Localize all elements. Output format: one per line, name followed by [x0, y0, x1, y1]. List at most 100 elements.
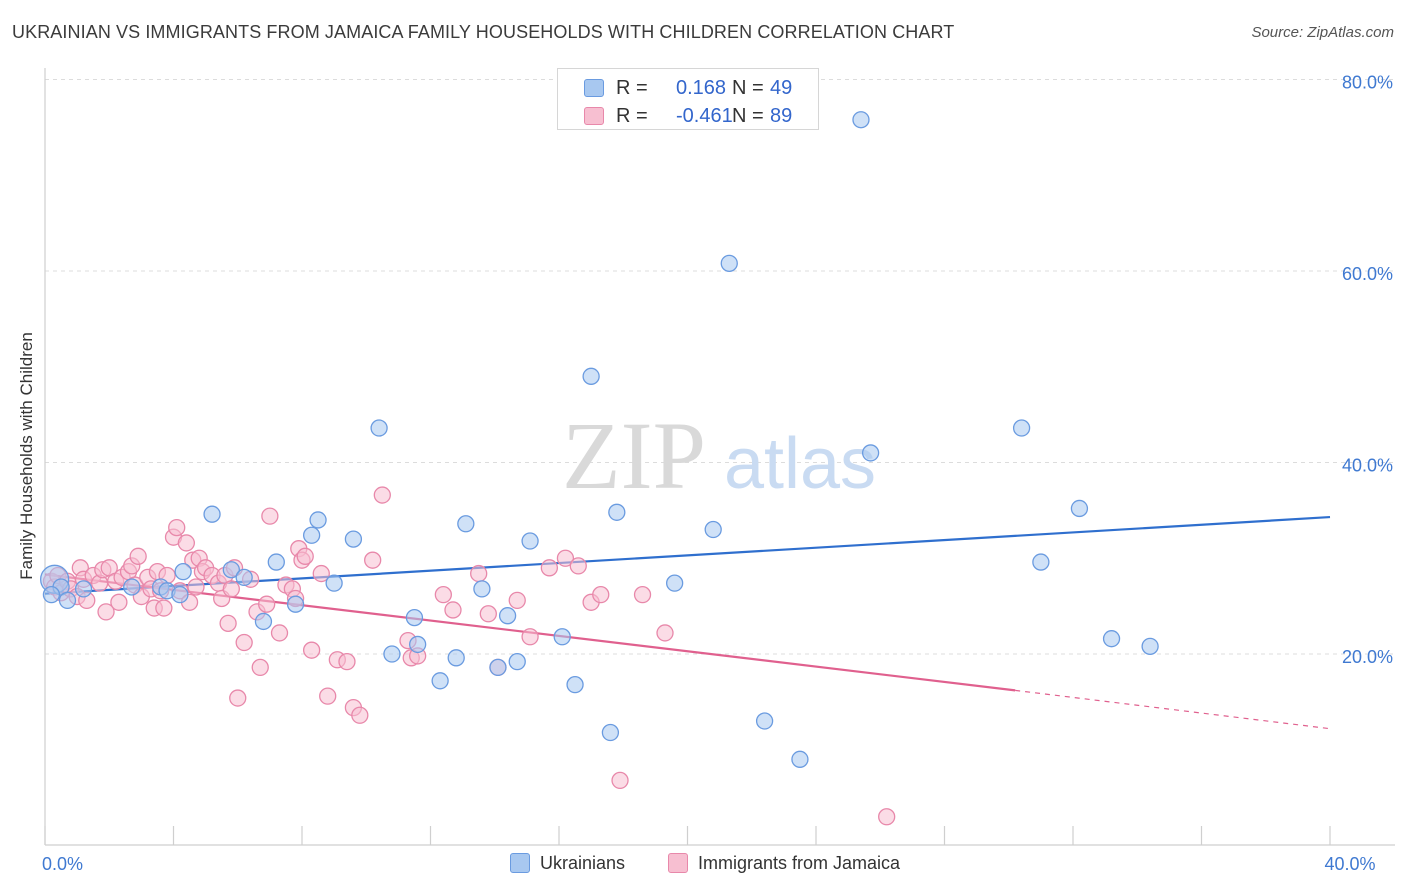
legend-n-label: N =	[732, 77, 764, 99]
point-ukrainians	[498, 607, 517, 625]
point-ukrainians	[408, 635, 427, 654]
point-jamaica	[338, 653, 356, 671]
point-ukrainians	[431, 672, 449, 690]
point-ukrainians	[521, 532, 539, 550]
point-ukrainians	[235, 568, 253, 587]
legend-swatch-jamaica	[584, 107, 604, 125]
correlation-legend: R = 0.168 N = 49 R = -0.461 N = 89	[557, 68, 819, 130]
legend-r-label: R =	[616, 77, 648, 99]
grid-lines	[45, 79, 1395, 655]
point-ukrainians	[1032, 553, 1050, 571]
point-ukrainians	[286, 595, 305, 613]
legend-swatch-ukrainians	[584, 79, 604, 97]
point-jamaica	[508, 591, 526, 610]
point-ukrainians	[1102, 630, 1121, 648]
x-tick-label: 0.0%	[42, 854, 83, 874]
y-tick-label: 40.0%	[1342, 456, 1393, 476]
point-jamaica	[633, 585, 652, 604]
bottom-legend-swatch-ukrainians	[510, 853, 530, 873]
point-jamaica	[97, 603, 115, 621]
point-ukrainians	[755, 712, 774, 730]
point-ukrainians	[267, 553, 285, 571]
point-ukrainians	[174, 563, 192, 581]
point-jamaica	[540, 559, 559, 577]
point-jamaica	[187, 578, 205, 596]
point-jamaica	[592, 585, 610, 604]
point-ukrainians	[852, 111, 870, 129]
legend-r-label: R =	[616, 105, 648, 127]
point-jamaica	[155, 599, 173, 617]
point-jamaica	[312, 564, 330, 583]
point-ukrainians	[720, 254, 738, 272]
trend-line-ukrainians	[44, 515, 1331, 595]
point-ukrainians	[457, 515, 475, 533]
axes	[44, 68, 1395, 846]
point-jamaica	[444, 601, 462, 619]
point-jamaica	[569, 557, 587, 575]
trend-line-jamaica-extension	[1015, 689, 1331, 730]
point-jamaica	[129, 547, 147, 565]
point-ukrainians	[489, 658, 507, 677]
y-axis-label: Family Households with Children	[17, 332, 36, 580]
point-jamaica	[296, 547, 314, 565]
point-ukrainians	[74, 580, 93, 598]
point-ukrainians	[704, 520, 722, 539]
point-jamaica	[878, 808, 896, 826]
tick-labels: 20.0% 40.0% 60.0% 80.0% 0.0% 40.0%	[42, 73, 1393, 875]
point-jamaica	[351, 706, 369, 724]
legend-r-value: -0.461	[676, 105, 733, 127]
point-jamaica	[235, 633, 253, 652]
point-ukrainians	[123, 578, 141, 596]
point-ukrainians	[566, 675, 584, 694]
point-jamaica	[270, 624, 289, 642]
y-tick-label: 60.0%	[1342, 264, 1393, 284]
point-jamaica	[521, 628, 539, 646]
point-jamaica	[434, 585, 453, 604]
watermark-atlas: atlas	[724, 424, 876, 504]
point-ukrainians	[58, 591, 77, 610]
legend-n-value: 89	[770, 105, 793, 127]
point-ukrainians	[309, 511, 327, 529]
point-jamaica	[302, 641, 321, 659]
point-ukrainians	[222, 561, 240, 579]
point-jamaica	[251, 658, 269, 677]
point-jamaica	[470, 564, 488, 583]
point-ukrainians	[861, 444, 880, 462]
point-ukrainians	[370, 419, 388, 437]
chart-title: UKRAINIAN VS IMMIGRANTS FROM JAMAICA FAM…	[12, 22, 955, 42]
point-ukrainians	[254, 612, 273, 631]
bottom-legend-label: Immigrants from Jamaica	[698, 853, 901, 873]
point-jamaica	[656, 624, 674, 642]
point-jamaica	[556, 549, 575, 567]
point-jamaica	[168, 518, 186, 537]
point-jamaica	[219, 614, 237, 633]
point-jamaica	[373, 486, 391, 504]
point-ukrainians	[508, 653, 526, 671]
point-ukrainians	[203, 505, 221, 523]
point-jamaica	[177, 534, 196, 552]
bottom-legend-swatch-jamaica	[668, 853, 688, 873]
x-tick-label: 40.0%	[1324, 854, 1375, 874]
y-tick-label: 20.0%	[1342, 647, 1393, 667]
point-ukrainians	[1141, 637, 1159, 655]
point-jamaica	[479, 605, 497, 623]
point-jamaica	[222, 580, 240, 598]
point-ukrainians	[582, 367, 600, 385]
point-jamaica	[110, 593, 128, 611]
point-ukrainians	[447, 649, 465, 667]
point-ukrainians	[791, 750, 809, 768]
point-jamaica	[364, 551, 382, 569]
point-ukrainians	[601, 723, 620, 742]
data-points	[39, 111, 1159, 826]
point-jamaica	[229, 689, 247, 707]
point-ukrainians	[42, 585, 61, 604]
point-jamaica	[258, 595, 276, 613]
point-ukrainians	[553, 628, 571, 646]
point-ukrainians	[383, 645, 401, 663]
watermark-zip: ZIP	[562, 402, 706, 509]
point-ukrainians	[1012, 419, 1031, 437]
point-jamaica	[261, 507, 279, 525]
point-ukrainians	[473, 580, 491, 598]
point-ukrainians	[1070, 499, 1089, 518]
source-label: Source: ZipAtlas.com	[1251, 24, 1394, 41]
